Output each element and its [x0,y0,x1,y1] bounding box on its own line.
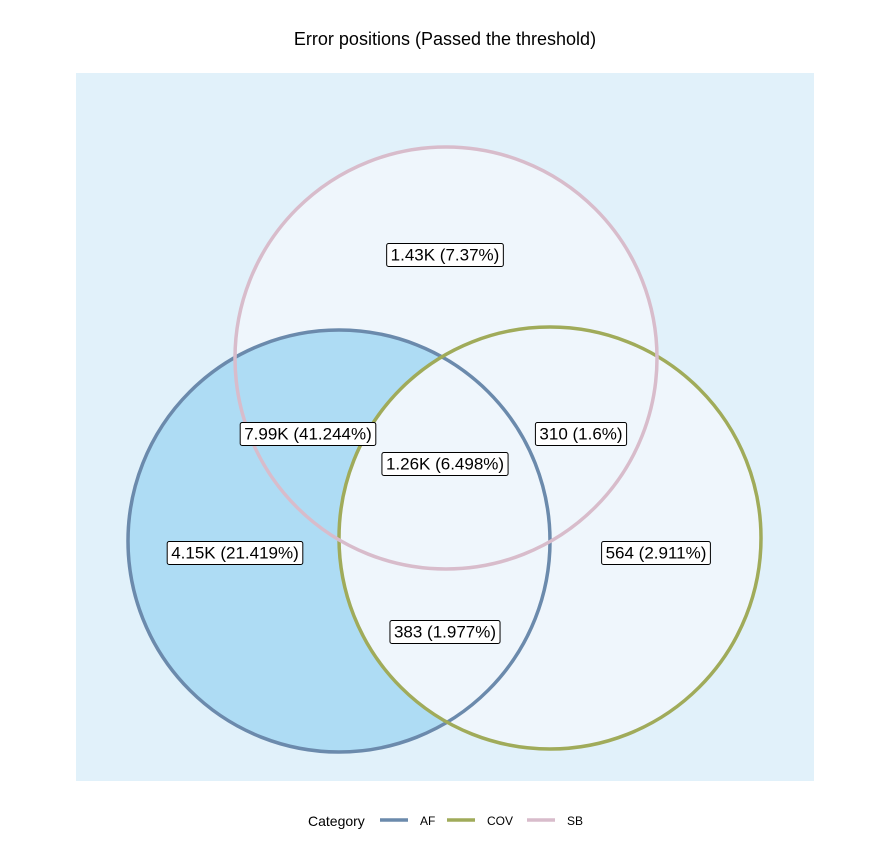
region-label-text: 1.43K (7.37%) [391,246,500,265]
set-outlines [126,145,763,754]
sb-outline [233,145,659,571]
legend-label-af: AF [420,814,435,828]
legend-label-sb: SB [567,814,583,828]
region-label-af-cov-sb: 1.26K (6.498%) [381,452,509,476]
legend-title: Category [308,813,365,829]
region-label-text: 383 (1.977%) [394,623,496,642]
region-label-box [239,422,377,446]
region-label-cov: 564 (2.911%) [601,541,711,565]
region-label-box [389,620,501,644]
region-label-box [534,422,628,446]
region-label-box [166,541,304,565]
region-label-sb: 1.43K (7.37%) [386,243,504,267]
region-label-box [601,541,711,565]
region-label-af: 4.15K (21.419%) [166,541,304,565]
region-label-text: 1.26K (6.498%) [386,455,504,474]
region-label-text: 310 (1.6%) [539,425,622,444]
region-label-cov-sb: 310 (1.6%) [534,422,628,446]
region-label-box [381,452,509,476]
region-label-text: 7.99K (41.244%) [244,425,372,444]
region-label-text: 564 (2.911%) [606,544,707,563]
region-label-box [386,243,504,267]
region-label-text: 4.15K (21.419%) [171,544,299,563]
legend-label-cov: COV [487,814,513,828]
region-labels: 1.43K (7.37%) 7.99K (41.244%) 310 (1.6%)… [166,243,711,644]
legend: Category AF COV SB [308,813,583,829]
chart-title: Error positions (Passed the threshold) [294,29,596,49]
region-label-af-sb: 7.99K (41.244%) [239,422,377,446]
region-label-af-cov: 383 (1.977%) [389,620,501,644]
